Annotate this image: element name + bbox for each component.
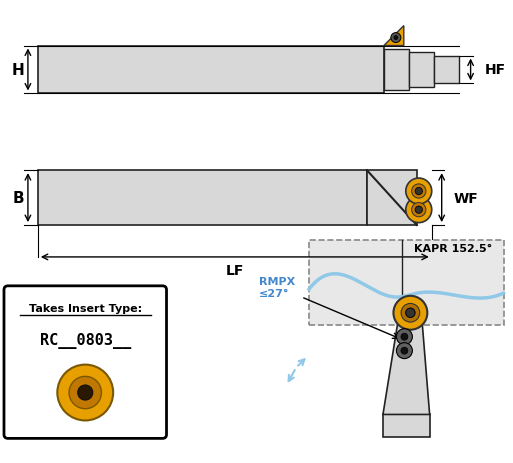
Text: RC__0803__: RC__0803__ [40, 332, 131, 348]
Text: WF: WF [453, 191, 479, 205]
FancyBboxPatch shape [4, 286, 167, 438]
Text: LF: LF [226, 263, 244, 277]
Circle shape [69, 376, 102, 409]
Text: HF: HF [485, 63, 506, 77]
Circle shape [406, 308, 415, 318]
Circle shape [401, 333, 408, 340]
Circle shape [77, 385, 93, 400]
Circle shape [401, 347, 408, 354]
Polygon shape [433, 56, 459, 84]
Circle shape [393, 296, 427, 330]
Circle shape [411, 184, 426, 199]
Polygon shape [383, 325, 429, 414]
Circle shape [397, 343, 412, 359]
Polygon shape [38, 46, 384, 94]
Polygon shape [383, 414, 429, 438]
Text: RMPX
≤27°: RMPX ≤27° [259, 276, 295, 298]
Polygon shape [38, 171, 367, 225]
Polygon shape [309, 240, 504, 325]
Text: B: B [12, 191, 24, 206]
Polygon shape [384, 50, 409, 91]
Circle shape [401, 304, 420, 322]
Circle shape [397, 329, 412, 345]
Circle shape [406, 179, 432, 205]
Text: Takes Insert Type:: Takes Insert Type: [29, 303, 142, 313]
Circle shape [57, 365, 113, 420]
Circle shape [415, 188, 422, 195]
Polygon shape [409, 53, 433, 88]
Circle shape [411, 203, 426, 217]
Text: H: H [12, 63, 24, 78]
Circle shape [415, 206, 422, 214]
Polygon shape [367, 171, 417, 225]
Text: KAPR 152.5°: KAPR 152.5° [414, 244, 492, 253]
Circle shape [406, 197, 432, 223]
Circle shape [391, 33, 401, 44]
Polygon shape [384, 26, 404, 46]
Circle shape [394, 37, 398, 40]
